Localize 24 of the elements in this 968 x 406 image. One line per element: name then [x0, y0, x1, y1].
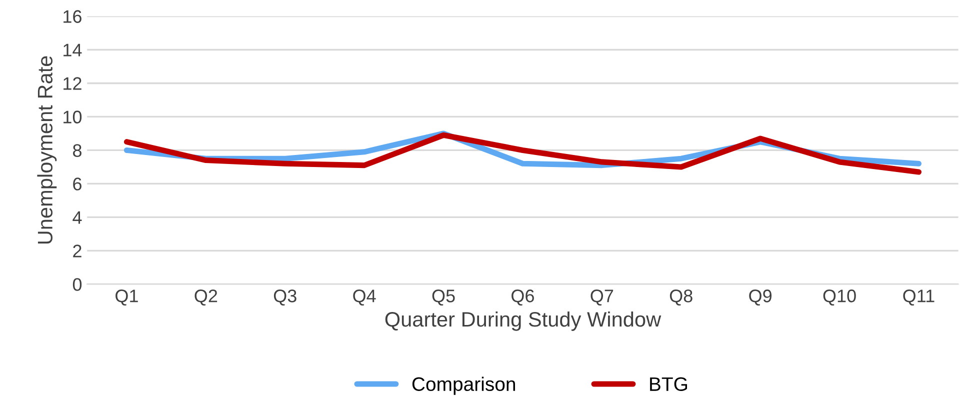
x-axis-title: Quarter During Study Window — [385, 311, 662, 331]
y-tick-label: 6 — [73, 178, 82, 190]
legend-label: Comparison — [412, 376, 515, 395]
x-tick-label: Q1 — [116, 290, 138, 306]
x-tick-label: Q10 — [823, 290, 856, 306]
y-tick-label: 10 — [64, 110, 82, 124]
x-tick-label: Q3 — [274, 290, 296, 306]
x-tick-label: Q8 — [670, 290, 692, 306]
x-tick-label: Q9 — [749, 290, 772, 306]
legend-label: BTG — [650, 377, 687, 392]
x-tick-label: Q11 — [903, 290, 934, 306]
x-tick-label: Q7 — [590, 290, 614, 306]
x-tick-label: Q4 — [353, 290, 376, 306]
x-tick-label: Q2 — [194, 290, 218, 306]
y-tick-label: 16 — [64, 10, 82, 23]
y-tick-label: 0 — [72, 278, 82, 291]
y-tick-label: 14 — [64, 44, 82, 56]
y-tick-label: 8 — [73, 144, 82, 157]
y-tick-label: 12 — [64, 77, 82, 90]
y-tick-label: 2 — [73, 244, 82, 258]
x-tick-label: Q6 — [512, 290, 534, 306]
y-axis-title: Unemployment Rate — [37, 56, 57, 244]
x-tick-label: Q5 — [432, 290, 455, 306]
y-tick-label: 4 — [72, 211, 82, 224]
